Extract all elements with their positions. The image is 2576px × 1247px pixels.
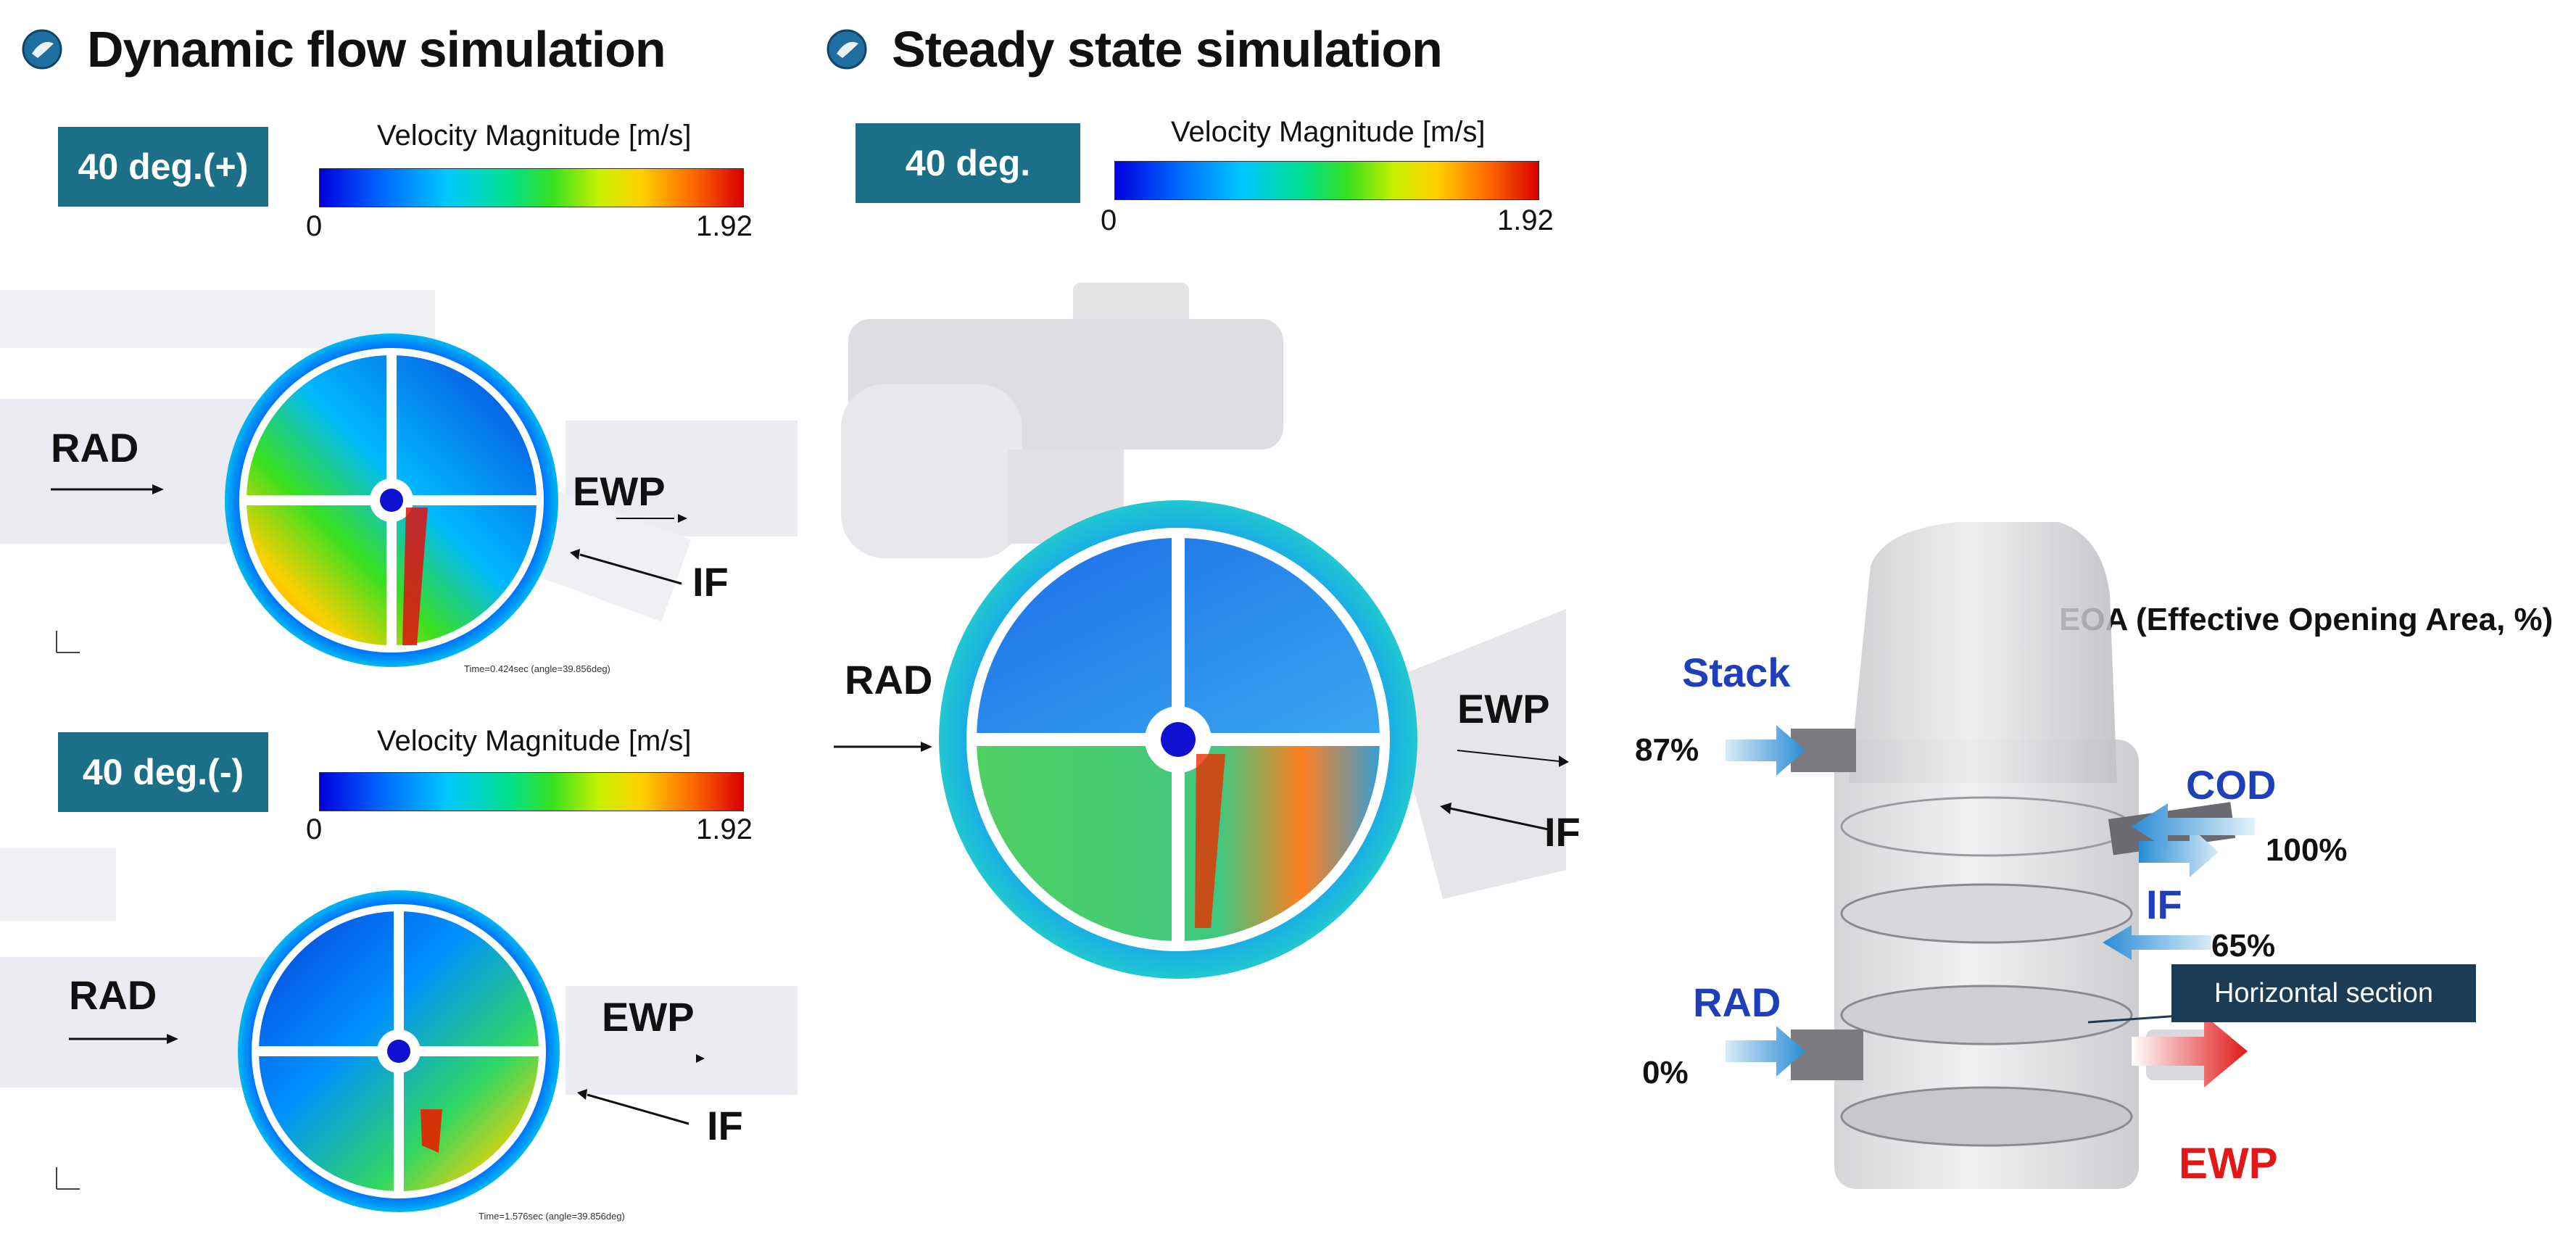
eoa-rad-label: RAD [1693,979,1781,1025]
globe-icon [827,29,867,70]
colorbar-max-minus: 1.92 [696,813,753,845]
valve-section-steady [834,283,1569,979]
cod-inflow-arrow [2132,803,2255,850]
eoa-cod-pct: 100% [2266,832,2348,868]
rad-label-steady: RAD [845,657,933,703]
colorbar-max-plus: 1.92 [696,210,753,242]
colorbar-min-plus: 0 [306,210,323,242]
eoa-if-label: IF [2146,882,2182,927]
colorbar-title-steady: Velocity Magnitude [m/s] [1171,116,1486,148]
rad-label-minus: RAD [69,972,157,1018]
if-inflow-arrow [2103,925,2211,960]
eoa-rad-pct: 0% [1642,1055,1689,1090]
eoa-if-pct: 65% [2211,928,2276,964]
rad-label-plus: RAD [51,425,139,471]
if-label-plus: IF [692,559,729,605]
deg-plus-badge: 40 deg.(+) [58,127,268,207]
ewp-label-steady: EWP [1457,686,1550,732]
colorbar-steady [1114,161,1539,200]
valve-3d-model [1726,522,2393,1189]
eoa-stack-pct: 87% [1635,732,1699,768]
time-caption-plus: Time=0.424sec (angle=39.856deg) [464,663,610,674]
colorbar-min-steady: 0 [1101,204,1117,236]
deg-minus-badge: 40 deg.(-) [58,732,268,812]
dynamic-title: Dynamic flow simulation [87,21,666,78]
colorbar-title-minus: Velocity Magnitude [m/s] [377,725,692,757]
valve-section-plus [0,290,798,667]
colorbar-min-minus: 0 [306,813,323,845]
colorbar-max-steady: 1.92 [1497,204,1554,236]
colorbar-plus [319,168,744,207]
eoa-cod-label: COD [2186,762,2277,808]
colorbar-minus [319,772,744,811]
valve-section-minus [0,848,798,1212]
steady-title: Steady state simulation [892,21,1443,78]
ewp-label-minus: EWP [602,994,695,1040]
horizontal-section-label: Horizontal section [2171,964,2476,1022]
steady-section-header: Steady state simulation [827,20,1443,78]
deg-steady-badge: 40 deg. [856,123,1080,203]
if-label-minus: IF [707,1103,743,1148]
ewp-label-plus: EWP [573,468,666,514]
globe-icon [22,29,62,70]
eoa-ewp-label: EWP [2179,1139,2278,1188]
eoa-stack-label: Stack [1682,650,1791,695]
if-label-steady: IF [1544,809,1581,855]
dynamic-section-header: Dynamic flow simulation [22,20,666,78]
time-caption-minus: Time=1.576sec (angle=39.856deg) [479,1211,625,1222]
colorbar-title-plus: Velocity Magnitude [m/s] [377,120,692,152]
eoa-title: EOA (Effective Opening Area, %) [2059,602,2554,637]
